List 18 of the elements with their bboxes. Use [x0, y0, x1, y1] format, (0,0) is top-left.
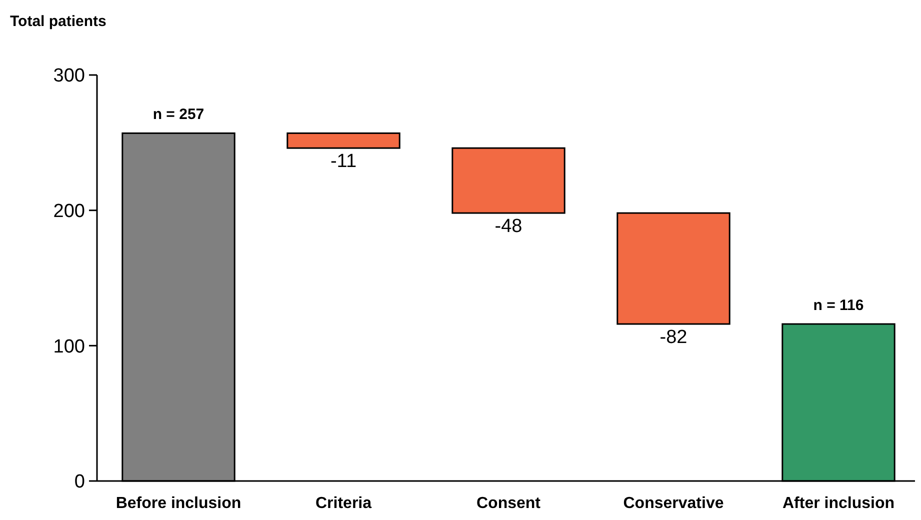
y-tick-label: 0	[74, 472, 85, 493]
y-axis-title: Total patients	[10, 13, 106, 30]
data-label: -48	[494, 216, 522, 238]
data-label: n = 116	[813, 297, 864, 314]
x-tick-label: After inclusion	[782, 495, 895, 512]
y-tick-label: 100	[53, 336, 85, 358]
bar	[286, 132, 400, 149]
x-tick-label: Consent	[476, 495, 542, 512]
data-label: -11	[330, 151, 357, 172]
y-tick-label: 200	[53, 200, 85, 222]
x-tick-label: Before inclusion	[116, 495, 242, 512]
x-tick-label: Criteria	[315, 495, 372, 512]
bar	[616, 212, 730, 325]
data-label: n = 257	[152, 106, 204, 124]
data-label: -82	[660, 327, 688, 348]
bar	[452, 147, 566, 214]
y-tick-label: 300	[53, 66, 85, 87]
x-tick-label: Conservative	[623, 495, 724, 512]
